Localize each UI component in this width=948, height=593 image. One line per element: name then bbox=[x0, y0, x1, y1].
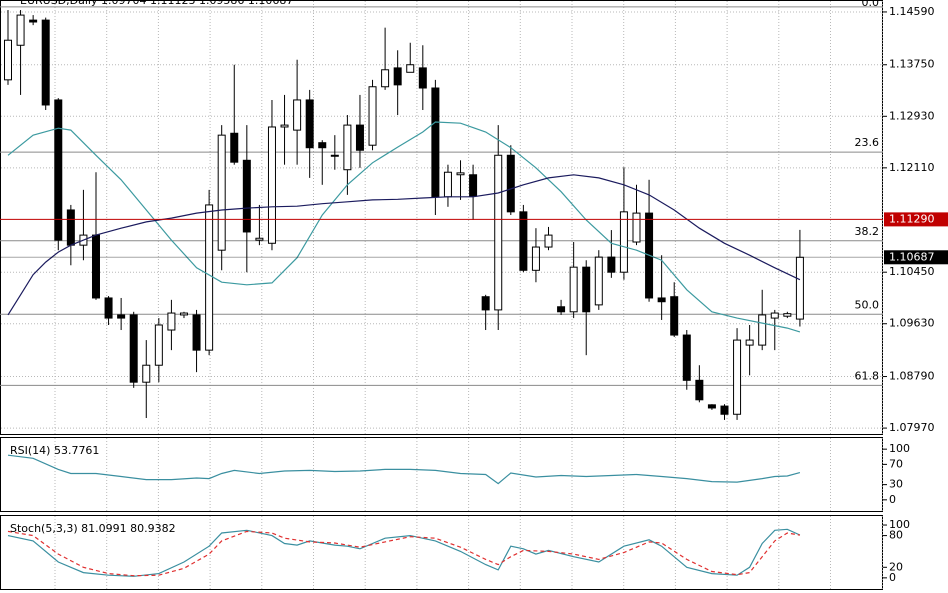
candle-body bbox=[167, 312, 176, 331]
panel-title: EURUSD,Daily 1.09704 1.11123 1.09586 1.1… bbox=[20, 0, 293, 7]
candle-body bbox=[406, 64, 415, 73]
candle-body bbox=[293, 99, 302, 131]
y-tick-label: 100 bbox=[889, 442, 910, 455]
candle-body bbox=[54, 99, 63, 241]
candle-body bbox=[154, 324, 163, 366]
candle-body bbox=[368, 86, 377, 146]
fib-label: 50.0 bbox=[855, 298, 880, 311]
candle-body bbox=[255, 237, 264, 241]
candle-body bbox=[267, 126, 276, 244]
candle-body bbox=[582, 266, 591, 313]
candle-body bbox=[393, 67, 402, 86]
y-tick-label: 0 bbox=[889, 571, 896, 584]
candle-body bbox=[305, 99, 314, 149]
y-tick-label: 30 bbox=[889, 478, 903, 491]
level-label: 1.11290 bbox=[889, 212, 935, 225]
candle-body bbox=[745, 339, 754, 346]
candle-body bbox=[205, 204, 214, 351]
level-label-bg bbox=[884, 250, 948, 265]
y-tick-label: 1.09630 bbox=[889, 317, 935, 330]
fib-label: 23.6 bbox=[855, 136, 880, 149]
candle-body bbox=[469, 174, 478, 197]
candle-body bbox=[418, 67, 427, 89]
candle-body bbox=[670, 296, 679, 336]
candle-body bbox=[619, 211, 628, 273]
fib-label: 61.8 bbox=[855, 369, 880, 382]
candle-body bbox=[494, 154, 503, 311]
candle-body bbox=[481, 296, 490, 311]
candle-body bbox=[318, 142, 327, 149]
candle-body bbox=[657, 297, 666, 303]
candle-body bbox=[343, 124, 352, 171]
y-tick-label: 100 bbox=[889, 518, 910, 531]
candle-body bbox=[758, 314, 767, 346]
candle-body bbox=[242, 159, 251, 233]
candle-body bbox=[230, 132, 239, 163]
candle-body bbox=[217, 134, 226, 251]
candle-body bbox=[129, 314, 138, 383]
candle-body bbox=[443, 171, 452, 198]
candle-body bbox=[381, 69, 390, 88]
y-tick-label: 1.14590 bbox=[889, 5, 935, 18]
candle-body bbox=[330, 154, 339, 157]
candle-body bbox=[66, 209, 75, 246]
line-series bbox=[7, 174, 801, 316]
candle-body bbox=[4, 39, 12, 81]
candle-body bbox=[531, 246, 540, 271]
candle-body bbox=[192, 314, 201, 351]
candle-body bbox=[506, 154, 515, 213]
candle-body bbox=[707, 404, 716, 409]
line-series bbox=[7, 121, 801, 333]
y-tick-label: 1.08790 bbox=[889, 370, 935, 383]
candle-body bbox=[795, 256, 804, 320]
fib-label: 38.2 bbox=[855, 225, 880, 238]
y-tick-label: 80 bbox=[889, 529, 903, 542]
panel-title: Stoch(5,3,3) 81.0991 80.9382 bbox=[10, 522, 176, 535]
level-label-bg bbox=[884, 212, 948, 227]
candle-body bbox=[104, 297, 113, 319]
candle-body bbox=[16, 14, 25, 46]
candle-body bbox=[770, 312, 779, 319]
level-label: 1.10687 bbox=[889, 250, 935, 263]
candle-body bbox=[783, 313, 792, 317]
candle-body bbox=[594, 256, 603, 306]
candle-body bbox=[431, 87, 440, 198]
fib-label: 0.0 bbox=[862, 0, 880, 9]
y-tick-label: 1.12110 bbox=[889, 161, 935, 174]
panel-title: RSI(14) 53.7761 bbox=[10, 444, 99, 457]
candle-body bbox=[280, 124, 289, 128]
candle-body bbox=[456, 172, 465, 176]
y-tick-label: 20 bbox=[889, 560, 903, 573]
candle-body bbox=[569, 266, 578, 313]
candle-body bbox=[29, 19, 38, 23]
candle-body bbox=[695, 379, 704, 401]
y-tick-label: 70 bbox=[889, 457, 903, 470]
candle-body bbox=[179, 312, 188, 316]
candle-body bbox=[142, 364, 151, 383]
panel bbox=[0, 515, 883, 590]
candle-body bbox=[117, 314, 126, 319]
y-tick-label: 0 bbox=[889, 493, 896, 506]
candle-body bbox=[91, 234, 100, 299]
candle-body bbox=[355, 124, 364, 151]
y-tick-label: 1.07970 bbox=[889, 421, 935, 434]
candle-body bbox=[733, 339, 742, 415]
line-series bbox=[7, 528, 801, 577]
line-series bbox=[7, 454, 801, 485]
candle-body bbox=[607, 256, 616, 273]
candle-body bbox=[720, 405, 729, 415]
candle-body bbox=[41, 19, 50, 106]
line-series bbox=[7, 530, 800, 577]
candle-body bbox=[519, 211, 528, 271]
y-tick-label: 1.13750 bbox=[889, 58, 935, 71]
candle-body bbox=[557, 306, 566, 313]
candle-body bbox=[682, 334, 691, 381]
candle-body bbox=[632, 212, 641, 243]
y-tick-label: 1.10450 bbox=[889, 265, 935, 278]
candle-body bbox=[544, 234, 553, 248]
y-tick-label: 1.12930 bbox=[889, 109, 935, 122]
panel bbox=[0, 437, 883, 512]
